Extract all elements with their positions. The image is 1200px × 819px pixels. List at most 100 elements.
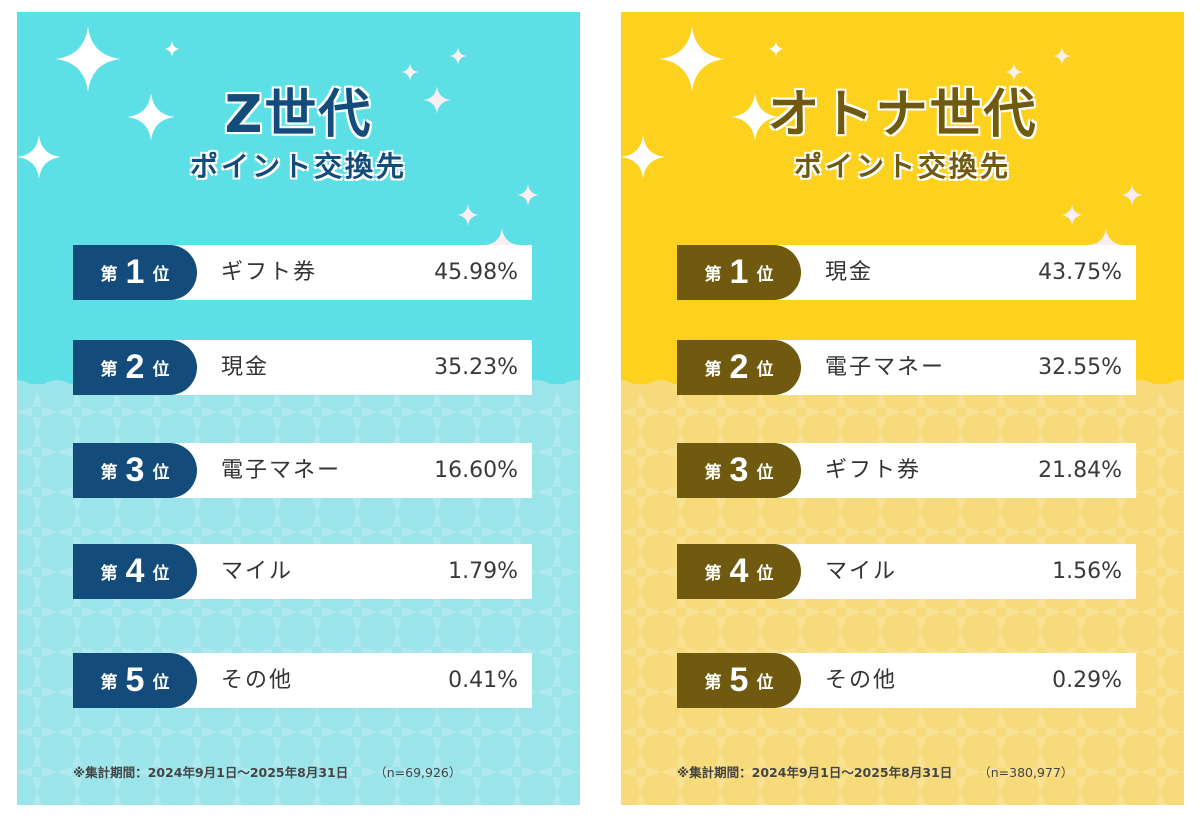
sparkle-icon [659,26,725,92]
rank-number: 1 [125,253,145,291]
survey-footnote: ※集計期間：2024年9月1日〜2025年8月31日 （n=380,977） [677,762,1073,781]
panel-subtitle: ポイント交換先 [793,150,1011,183]
panel-top-background [17,12,580,392]
percentage: 0.29% [1052,668,1122,693]
rank-prefix: 第 [100,673,118,693]
sparkle-icon [517,184,539,206]
percentage: 35.23% [434,355,518,380]
rank-number: 5 [125,661,145,699]
item-label: その他 [221,668,294,693]
rank-suffix: 位 [756,673,774,693]
rank-suffix: 位 [756,463,774,483]
item-label: 現金 [825,260,874,285]
panel-top-background [621,12,1184,392]
rank-number: 3 [729,451,749,489]
rank-number: 2 [729,348,749,386]
rank-suffix: 位 [152,673,170,693]
rank-number: 3 [125,451,145,489]
rank-prefix: 第 [704,564,722,584]
panel-subtitle: ポイント交換先 [189,150,407,183]
survey-footnote: ※集計期間：2024年9月1日〜2025年8月31日 （n=69,926） [73,762,461,781]
rank-prefix: 第 [704,463,722,483]
rank-number: 1 [729,253,749,291]
sparkle-icon [449,47,467,65]
rank-number: 4 [729,552,749,590]
item-label: ギフト券 [825,458,922,483]
rank-suffix: 位 [152,265,170,285]
rank-suffix: 位 [152,360,170,380]
rank-suffix: 位 [152,463,170,483]
sparkle-icon [423,86,451,114]
panel-title: Z世代 [224,85,373,145]
sparkle-icon [17,135,61,179]
sparkle-icon [457,204,479,226]
percentage: 32.55% [1038,355,1122,380]
percentage: 1.79% [448,559,518,584]
rank-suffix: 位 [756,360,774,380]
sparkle-icon [731,93,779,141]
rank-suffix: 位 [756,564,774,584]
item-label: ギフト券 [221,260,318,285]
rank-prefix: 第 [100,265,118,285]
rank-prefix: 第 [100,463,118,483]
item-label: その他 [825,668,898,693]
percentage: 45.98% [434,260,518,285]
sparkle-icon [127,93,175,141]
rank-suffix: 位 [152,564,170,584]
rank-prefix: 第 [704,265,722,285]
survey-period: ※集計期間：2024年9月1日〜2025年8月31日 [677,765,953,780]
rank-suffix: 位 [756,265,774,285]
rank-prefix: 第 [100,564,118,584]
sparkle-icon [401,63,419,81]
sparkle-icon [1121,184,1143,206]
rank-prefix: 第 [704,673,722,693]
rank-prefix: 第 [704,360,722,380]
item-label: マイル [221,559,294,584]
rank-number: 4 [125,552,145,590]
rank-prefix: 第 [100,360,118,380]
sparkle-icon [1061,204,1083,226]
percentage: 43.75% [1038,260,1122,285]
sparkle-icon [1005,63,1023,81]
sample-size: （n=69,926） [374,765,462,780]
sparkle-icon [621,135,665,179]
item-label: 電子マネー [221,458,342,483]
sparkle-icon [55,26,121,92]
sparkle-icon [1053,47,1071,65]
item-label: 現金 [221,355,270,380]
rank-number: 2 [125,348,145,386]
percentage: 16.60% [434,458,518,483]
percentage: 0.41% [448,668,518,693]
sparkle-icon [768,41,784,57]
survey-period: ※集計期間：2024年9月1日〜2025年8月31日 [73,765,349,780]
item-label: 電子マネー [825,355,946,380]
sparkle-icon [164,41,180,57]
sample-size: （n=380,977） [978,765,1074,780]
percentage: 21.84% [1038,458,1122,483]
rank-number: 5 [729,661,749,699]
panel-title: オトナ世代 [767,85,1038,145]
item-label: マイル [825,559,898,584]
